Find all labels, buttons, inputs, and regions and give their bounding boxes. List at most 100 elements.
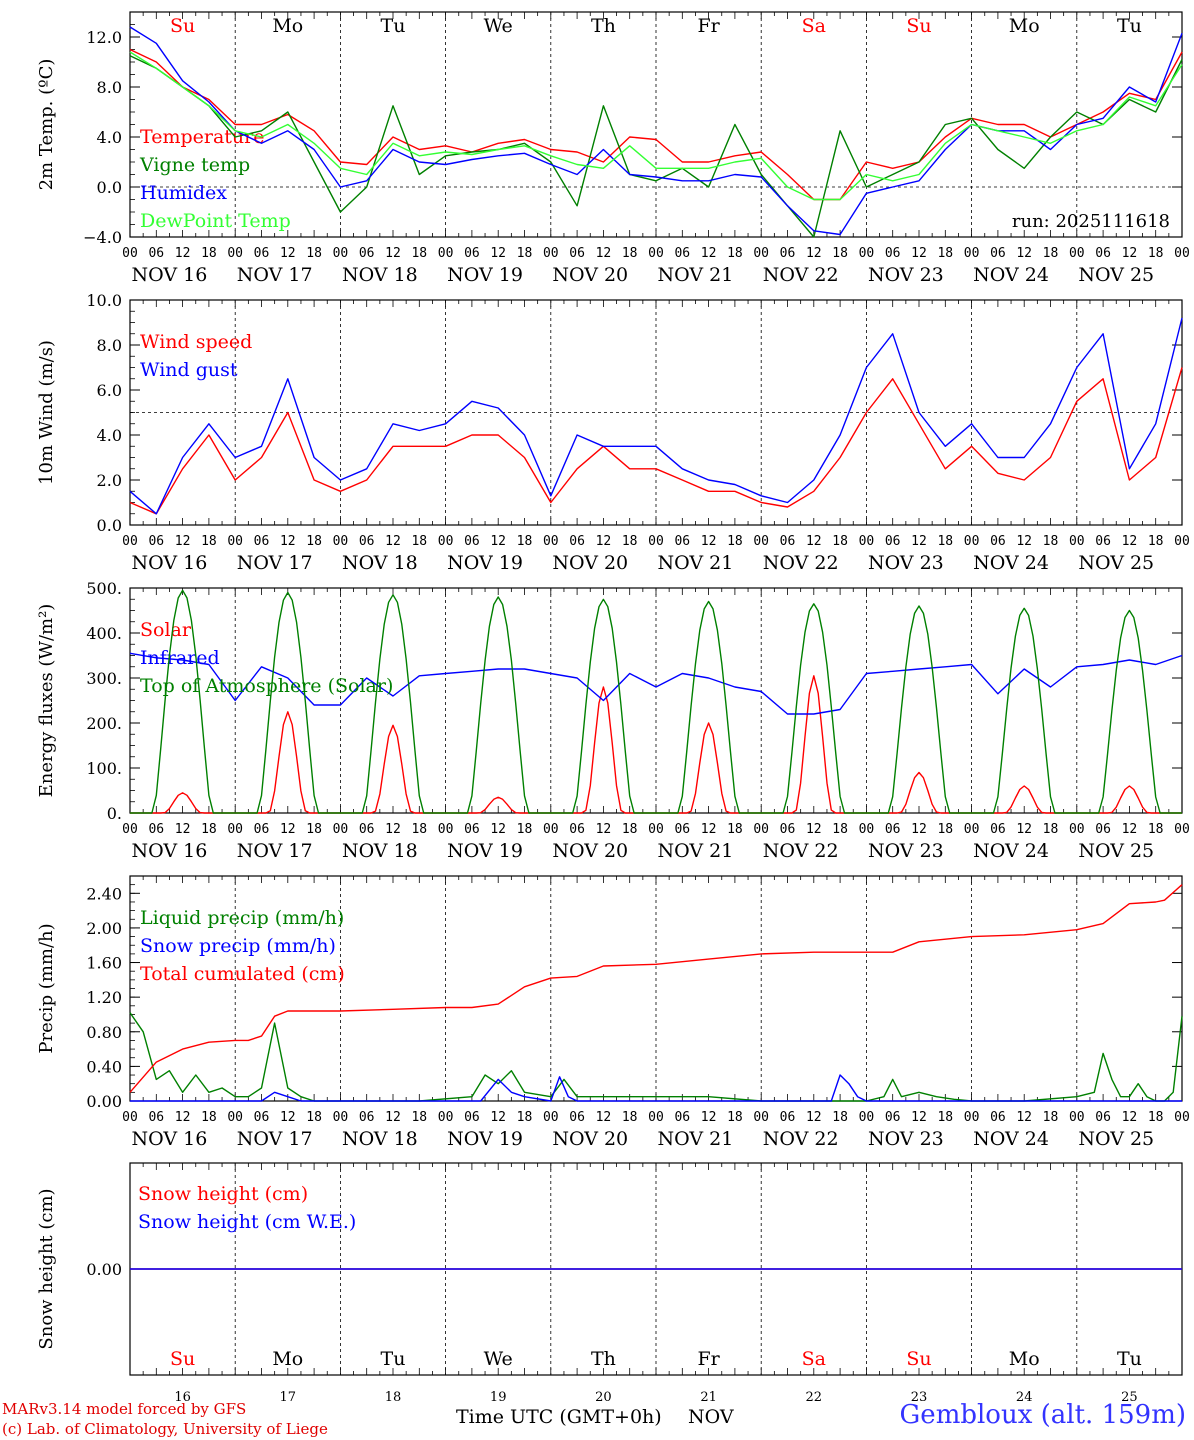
hour-tick-label: 18	[411, 534, 427, 549]
day-label: NOV 22	[763, 1128, 839, 1150]
hour-tick-label: 00	[964, 246, 980, 261]
hour-tick-label: 06	[464, 1110, 480, 1125]
hour-tick-label: 12	[1016, 822, 1032, 837]
weekday-label: Sa	[802, 1348, 826, 1370]
hour-tick-label: 12	[1122, 534, 1138, 549]
day-label: NOV 25	[1078, 264, 1154, 286]
hour-tick-label: 06	[359, 822, 375, 837]
hour-tick-label: 12	[596, 822, 612, 837]
hour-tick-label: 00	[964, 1110, 980, 1125]
hour-tick-label: 18	[1148, 534, 1164, 549]
hour-tick-label: 12	[806, 246, 822, 261]
day-number-label: 23	[911, 1390, 928, 1405]
hour-tick-label: 12	[175, 246, 191, 261]
series-line-total-cumulated-cm-	[129, 884, 1183, 1093]
hour-tick-label: 12	[1016, 246, 1032, 261]
hour-tick-label: 12	[806, 822, 822, 837]
legend-entry: Snow height (cm W.E.)	[138, 1211, 356, 1233]
hour-tick-label: 06	[990, 822, 1006, 837]
y-tick-label: 0.00	[86, 1260, 122, 1279]
credit-model: MARv3.14 model forced by GFS	[2, 1400, 247, 1418]
day-label: NOV 24	[973, 264, 1049, 286]
legend-entry: Snow height (cm)	[138, 1183, 308, 1205]
hour-tick-label: 12	[280, 822, 296, 837]
day-label: NOV 17	[237, 840, 313, 862]
hour-tick-label: 18	[306, 1110, 322, 1125]
hour-tick-label: 18	[306, 534, 322, 549]
hour-tick-label: 06	[569, 1110, 585, 1125]
weekday-label: Su	[170, 15, 195, 37]
y-tick-label: 8.0	[97, 78, 122, 97]
day-label: NOV 25	[1078, 1128, 1154, 1150]
hour-tick-label: 00	[859, 246, 875, 261]
hour-tick-label: 06	[990, 1110, 1006, 1125]
hour-tick-label: 06	[1095, 246, 1111, 261]
series-line-wind-gust	[129, 317, 1183, 515]
hour-tick-label: 06	[359, 246, 375, 261]
y-tick-label: 1.20	[86, 988, 122, 1007]
hour-tick-label: 00	[1174, 1110, 1190, 1125]
y-tick-label: 0.00	[86, 1092, 122, 1111]
day-label: NOV 17	[237, 1128, 313, 1150]
hour-tick-label: 06	[885, 822, 901, 837]
hour-tick-label: 12	[1122, 1110, 1138, 1125]
hour-tick-label: 06	[254, 1110, 270, 1125]
y-tick-label: 100.	[86, 759, 122, 778]
hour-tick-label: 06	[674, 1110, 690, 1125]
weekday-label: We	[484, 1348, 513, 1370]
hour-tick-label: 00	[438, 1110, 454, 1125]
hour-tick-label: 12	[806, 1110, 822, 1125]
hour-tick-label: 00	[753, 1110, 769, 1125]
hour-tick-label: 12	[385, 822, 401, 837]
hour-tick-label: 12	[175, 822, 191, 837]
plot-frame	[129, 587, 1183, 814]
y-axis-label: Energy fluxes (W/m²)	[36, 604, 57, 798]
hour-tick-label: 00	[859, 534, 875, 549]
hour-tick-label: 06	[254, 246, 270, 261]
hour-tick-label: 06	[569, 246, 585, 261]
hour-tick-label: 06	[780, 822, 796, 837]
series-line-temperature	[129, 48, 1183, 201]
hour-tick-label: 12	[596, 1110, 612, 1125]
y-tick-label: 10.0	[86, 291, 122, 310]
hour-tick-label: 18	[201, 1110, 217, 1125]
hour-tick-label: 18	[517, 1110, 533, 1125]
day-number-label: 17	[280, 1390, 297, 1405]
y-tick-label: 2.0	[97, 471, 122, 490]
day-label: NOV 20	[552, 264, 628, 286]
day-label: NOV 20	[552, 1128, 628, 1150]
day-number-label: 19	[490, 1390, 507, 1405]
y-tick-label: 6.0	[97, 381, 122, 400]
weekday-label: Tu	[381, 15, 406, 37]
hour-tick-label: 12	[280, 246, 296, 261]
hour-tick-label: 00	[1174, 246, 1190, 261]
weekday-label: Su	[170, 1348, 195, 1370]
hour-tick-label: 06	[780, 246, 796, 261]
hour-tick-label: 00	[859, 822, 875, 837]
hour-tick-label: 00	[964, 822, 980, 837]
hour-tick-label: 12	[701, 1110, 717, 1125]
weekday-label: Fr	[697, 1348, 720, 1370]
panel-precip: 0.00 0.40 0.80 1.20 1.60 2.00 2.40 Precip (mm/h…	[36, 875, 1190, 1150]
hour-tick-label: 00	[333, 1110, 349, 1125]
day-label: NOV 23	[868, 264, 944, 286]
hour-tick-label: 18	[727, 534, 743, 549]
hour-tick-label: 06	[569, 822, 585, 837]
hour-tick-label: 18	[832, 1110, 848, 1125]
day-label: NOV 20	[552, 552, 628, 574]
hour-tick-label: 12	[1016, 1110, 1032, 1125]
y-tick-label: 4.0	[97, 128, 122, 147]
legend-entry: Total cumulated (cm)	[140, 963, 345, 985]
weekday-label: Th	[591, 15, 616, 37]
day-label: NOV 21	[658, 1128, 734, 1150]
hour-tick-label: 18	[517, 246, 533, 261]
hour-tick-label: 06	[990, 246, 1006, 261]
hour-tick-label: 18	[937, 1110, 953, 1125]
legend-entry: Wind speed	[140, 331, 252, 353]
hour-tick-label: 12	[596, 534, 612, 549]
legend-entry: Humidex	[140, 182, 227, 204]
series-line-dewpoint-temp	[129, 51, 1183, 201]
hour-tick-label: 18	[201, 246, 217, 261]
hour-tick-label: 00	[333, 246, 349, 261]
